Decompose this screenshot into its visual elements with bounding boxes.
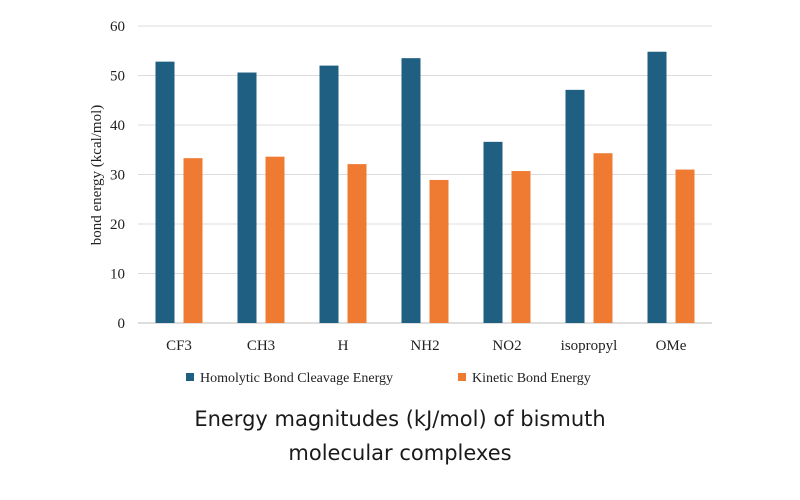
legend-label: Kinetic Bond Energy	[472, 371, 591, 386]
y-tick-label: 20	[110, 217, 125, 233]
x-tick-label: NO2	[492, 338, 521, 354]
bar-homolytic-ome	[647, 51, 667, 324]
bar-homolytic-no2	[483, 141, 503, 323]
legend: Homolytic Bond Cleavage Energy Kinetic Bo…	[186, 371, 591, 386]
y-tick-label: 10	[110, 267, 125, 283]
bar-kinetic-cf3	[183, 158, 203, 323]
caption-line-2: molecular complexes	[288, 441, 512, 465]
y-tick-label: 40	[110, 118, 125, 134]
x-tick-label: CF3	[166, 338, 192, 354]
caption-line-1: Energy magnitudes (kJ/mol) of bismuth	[194, 407, 606, 431]
x-tick-label: OMe	[656, 338, 687, 354]
bar-homolytic-nh2	[401, 58, 421, 324]
x-tick-label: isopropyl	[561, 338, 618, 354]
bar-homolytic-ch3	[237, 72, 257, 323]
y-tick-label: 0	[118, 316, 126, 332]
bar-homolytic-isopropyl	[565, 89, 585, 323]
bar-kinetic-h	[347, 164, 367, 323]
category-labels: CF3 CH3 H NH2 NO2 isopropyl OMe	[166, 338, 687, 354]
x-tick-label: H	[338, 338, 349, 354]
bar-kinetic-no2	[511, 171, 531, 323]
legend-swatch	[186, 373, 194, 381]
bar-kinetic-ome	[675, 169, 695, 323]
y-tick-labels: 0 10 20 30 40 50 60	[110, 19, 125, 332]
bar-kinetic-ch3	[265, 156, 285, 323]
figure-caption: Energy magnitudes (kJ/mol) of bismuth mo…	[0, 402, 800, 470]
legend-label: Homolytic Bond Cleavage Energy	[200, 371, 393, 386]
y-tick-label: 30	[110, 168, 125, 184]
bars	[155, 51, 695, 324]
bar-homolytic-cf3	[155, 61, 175, 323]
bar-kinetic-isopropyl	[593, 153, 613, 323]
x-tick-label: NH2	[410, 338, 439, 354]
y-tick-label: 60	[110, 19, 125, 35]
bar-kinetic-nh2	[429, 179, 449, 323]
x-tick-label: CH3	[247, 338, 275, 354]
y-tick-label: 50	[110, 69, 125, 85]
bar-homolytic-h	[319, 65, 339, 323]
y-axis-title: bond energy (kcal/mol)	[89, 105, 105, 246]
legend-swatch	[458, 373, 466, 381]
grid-lines	[138, 25, 712, 324]
